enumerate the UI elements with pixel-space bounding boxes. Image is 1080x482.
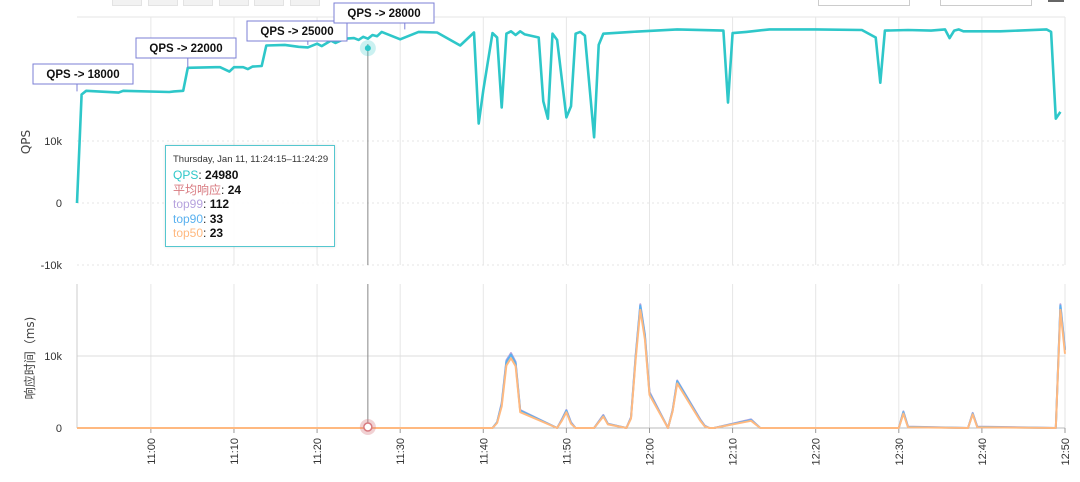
annotation-label: QPS -> 22000 bbox=[149, 43, 222, 55]
toolbar-button[interactable] bbox=[254, 0, 284, 6]
x-axis-ticks: 11:00 11:10 11:20 11:30 11:40 11:50 12:00 12:10… bbox=[146, 428, 1072, 466]
annotation-label: QPS -> 18000 bbox=[46, 69, 119, 81]
hover-marker-latency bbox=[363, 422, 373, 432]
latency-y-ticks: 10k 0 bbox=[44, 351, 62, 435]
tooltip-key: top90 bbox=[173, 211, 204, 226]
tooltip-row-avg: 平均响应: 24 bbox=[173, 182, 242, 197]
annotation-box bbox=[333, 2, 435, 24]
latency-y-axis-label: 响应时间（ms) bbox=[22, 317, 37, 400]
annotation-box bbox=[32, 63, 134, 85]
tooltip-header: Thursday, Jan 11, 11:24:15–11:24:29 bbox=[173, 154, 329, 165]
tooltip-value: 112 bbox=[209, 197, 230, 211]
x-tick-label: 11:20 bbox=[312, 438, 324, 465]
qps-series bbox=[75, 28, 1062, 204]
x-tick-label: 11:00 bbox=[146, 438, 158, 465]
hover-marker-qps bbox=[364, 45, 371, 52]
tooltip-value: 33 bbox=[209, 211, 224, 226]
tooltip-key: QPS bbox=[173, 168, 199, 182]
date-range-start[interactable] bbox=[818, 0, 910, 6]
tooltip-value: 24980 bbox=[205, 168, 239, 182]
menu-icon[interactable] bbox=[1048, 0, 1064, 2]
x-tick-label: 11:10 bbox=[229, 438, 241, 465]
series-line-top99 bbox=[77, 303, 1066, 429]
x-tick-label: 12:10 bbox=[728, 438, 740, 466]
tooltip-row-top50: top50: 23 bbox=[173, 226, 224, 240]
annotation-label: QPS -> 25000 bbox=[260, 26, 333, 38]
x-tick-label: 12:30 bbox=[894, 438, 906, 466]
y-tick-label: -10k bbox=[41, 260, 63, 272]
x-tick-label: 12:00 bbox=[644, 438, 656, 466]
x-tick-label: 12:40 bbox=[977, 438, 989, 466]
latency-chart-grid bbox=[76, 284, 1066, 429]
tooltip-value: 24 bbox=[227, 182, 242, 197]
annotation-group: QPS -> 18000 QPS -> 22000 QPS -> 25000 QPS … bbox=[32, 2, 435, 92]
x-tick-label: 11:40 bbox=[478, 438, 490, 465]
tooltip-key: 平均响应 bbox=[173, 182, 222, 197]
tooltip-key: top50 bbox=[173, 226, 204, 240]
date-range-end[interactable] bbox=[940, 0, 1032, 6]
tooltip-value: 23 bbox=[209, 226, 224, 240]
data-tooltip: Thursday, Jan 11, 11:24:15–11:24:29 QPS:… bbox=[165, 145, 335, 247]
y-tick-label: 0 bbox=[56, 198, 62, 210]
x-tick-label: 11:30 bbox=[395, 438, 407, 465]
toolbar-button[interactable] bbox=[148, 0, 178, 6]
annotation-box bbox=[135, 37, 237, 59]
x-tick-label: 12:50 bbox=[1060, 438, 1072, 466]
qps-y-axis-label: QPS bbox=[19, 130, 33, 154]
tooltip-row-top99: top99: 112 bbox=[173, 197, 230, 211]
series-line-top90 bbox=[77, 304, 1066, 429]
y-tick-label: 10k bbox=[44, 351, 62, 363]
tooltip-row-qps: QPS: 24980 bbox=[173, 168, 239, 182]
toolbar-button[interactable] bbox=[112, 0, 142, 6]
latency-series bbox=[77, 303, 1066, 429]
series-line-qps bbox=[75, 28, 1062, 204]
series-line-top50 bbox=[77, 308, 1066, 429]
toolbar-button[interactable] bbox=[219, 0, 249, 6]
tooltip-row-top90: top90: 33 bbox=[173, 211, 224, 226]
hover-markers bbox=[359, 40, 376, 435]
toolbar-button[interactable] bbox=[290, 0, 320, 6]
y-tick-label: 0 bbox=[56, 423, 62, 435]
annotation-box bbox=[246, 20, 348, 42]
tooltip-key: top99 bbox=[173, 197, 204, 211]
x-tick-label: 12:20 bbox=[811, 438, 823, 466]
qps-y-ticks: 10k 0 -10k bbox=[41, 136, 63, 272]
x-tick-label: 11:50 bbox=[561, 438, 573, 465]
y-tick-label: 10k bbox=[44, 136, 62, 148]
annotation-label: QPS -> 28000 bbox=[347, 8, 420, 20]
toolbar-button[interactable] bbox=[183, 0, 213, 6]
